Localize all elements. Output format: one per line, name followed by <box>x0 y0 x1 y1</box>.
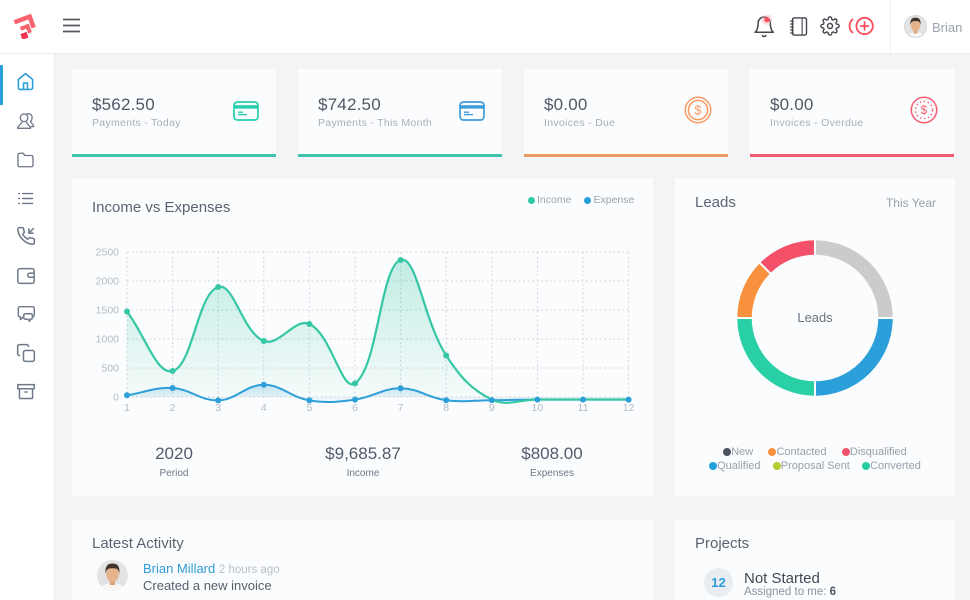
svg-text:9: 9 <box>489 402 495 414</box>
svg-text:1: 1 <box>124 402 130 414</box>
svg-text:2: 2 <box>170 402 176 414</box>
svg-text:$: $ <box>695 104 702 118</box>
svg-text:8: 8 <box>443 402 449 414</box>
svg-text:6: 6 <box>352 402 358 414</box>
svg-text:0: 0 <box>113 392 119 404</box>
svg-text:12: 12 <box>623 402 635 414</box>
svg-text:3: 3 <box>215 402 221 414</box>
svg-text:7: 7 <box>398 402 404 414</box>
svg-text:1000: 1000 <box>96 334 120 346</box>
svg-text:5: 5 <box>306 402 312 414</box>
svg-text:500: 500 <box>101 363 119 375</box>
svg-text:2000: 2000 <box>96 276 120 288</box>
svg-text:10: 10 <box>532 402 544 414</box>
svg-text:Leads: Leads <box>797 310 832 325</box>
svg-text:$: $ <box>921 105 928 117</box>
svg-text:11: 11 <box>578 402 589 414</box>
svg-text:2500: 2500 <box>96 247 120 259</box>
svg-text:4: 4 <box>261 402 267 414</box>
svg-text:1500: 1500 <box>96 305 120 317</box>
